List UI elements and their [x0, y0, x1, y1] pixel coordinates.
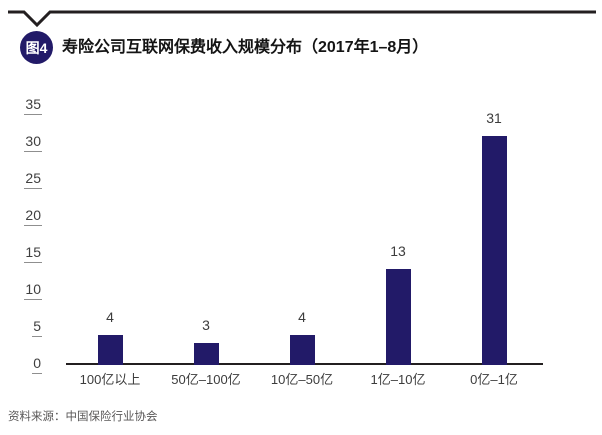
bar [385, 269, 411, 365]
y-tick-text: 0 [32, 356, 42, 374]
bar-value-label: 4 [298, 309, 306, 325]
x-category-label: 10亿–50亿 [270, 372, 334, 387]
y-tick-text: 25 [24, 171, 42, 189]
bar [97, 335, 123, 365]
y-tick-text: 5 [32, 319, 42, 337]
figure-number-badge: 图4 [20, 31, 53, 64]
y-tick-text: 20 [24, 208, 42, 226]
bar [193, 343, 219, 365]
bar [289, 335, 315, 365]
x-category-label: 100亿以上 [79, 372, 141, 387]
y-tick-text: 30 [24, 134, 42, 152]
x-category-label: 0亿–1亿 [470, 372, 518, 387]
y-tick-label: 35 [6, 96, 42, 115]
y-tick-label: 5 [6, 318, 42, 337]
bar-value-label: 4 [106, 309, 114, 325]
x-category-label: 50亿–100亿 [171, 372, 241, 387]
figure-number-label: 图4 [25, 39, 48, 56]
source-note: 资料来源：中国保险行业协会 [8, 411, 158, 423]
x-category-label: 1亿–10亿 [370, 372, 426, 387]
y-tick-label: 25 [6, 170, 42, 189]
y-tick-text: 10 [24, 282, 42, 300]
y-tick-text: 35 [24, 97, 42, 115]
y-tick-label: 20 [6, 207, 42, 226]
bar [481, 136, 507, 365]
top-rule-with-notch [8, 10, 596, 28]
bar-value-label: 13 [390, 243, 406, 259]
bar-value-label: 31 [486, 110, 502, 126]
y-tick-label: 10 [6, 281, 42, 300]
y-tick-label: 15 [6, 244, 42, 263]
y-tick-label: 0 [6, 355, 42, 374]
figure-title: 寿险公司互联网保费收入规模分布（2017年1–8月） [62, 39, 429, 56]
bar-value-label: 3 [202, 317, 210, 333]
y-tick-label: 30 [6, 133, 42, 152]
y-tick-text: 15 [24, 245, 42, 263]
